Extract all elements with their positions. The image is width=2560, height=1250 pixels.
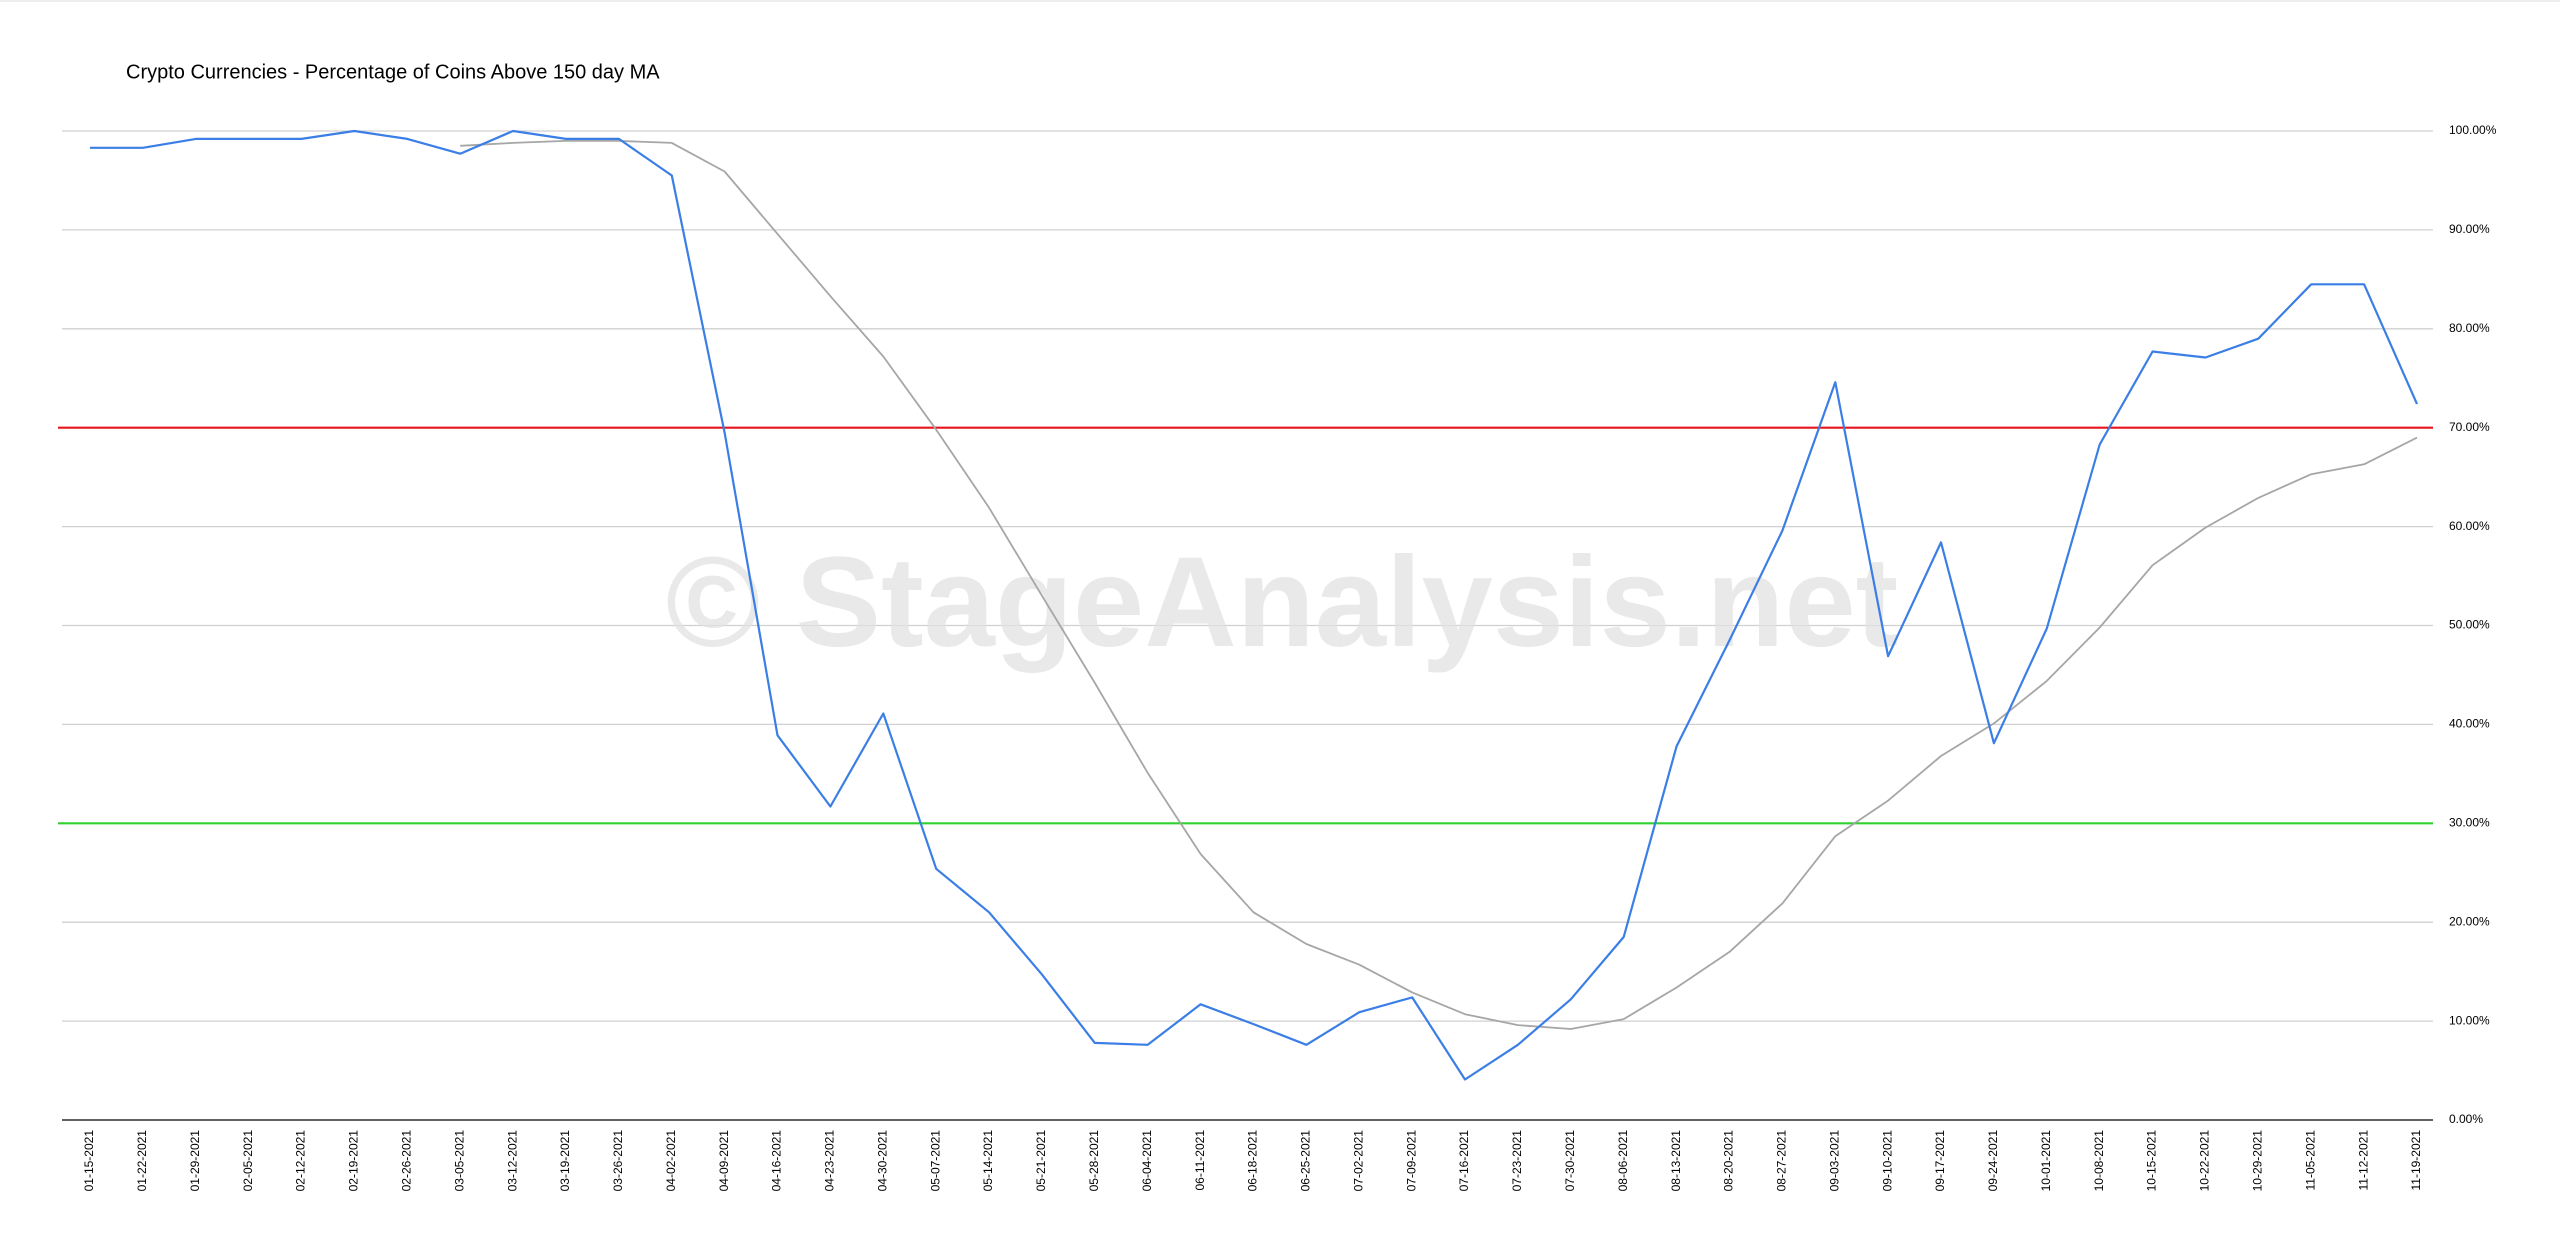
- x-tick-label: 02-19-2021: [347, 1130, 361, 1192]
- x-tick-label: 10-22-2021: [2198, 1130, 2212, 1192]
- x-tick-label: 03-12-2021: [505, 1130, 519, 1192]
- y-tick-label: 50.00%: [2449, 618, 2490, 632]
- x-tick-label: 05-14-2021: [981, 1130, 995, 1192]
- x-tick-label: 01-15-2021: [82, 1130, 96, 1192]
- x-tick-label: 08-13-2021: [1669, 1130, 1683, 1192]
- x-tick-label: 07-23-2021: [1510, 1130, 1524, 1192]
- y-tick-label: 100.00%: [2449, 123, 2497, 137]
- x-tick-label: 08-06-2021: [1616, 1130, 1630, 1192]
- x-tick-label: 02-26-2021: [399, 1130, 413, 1192]
- x-tick-label: 07-02-2021: [1351, 1130, 1365, 1192]
- x-tick-label: 02-05-2021: [241, 1130, 255, 1192]
- y-tick-label: 70.00%: [2449, 420, 2490, 434]
- x-tick-label: 10-01-2021: [2039, 1130, 2053, 1192]
- y-tick-label: 0.00%: [2449, 1112, 2483, 1126]
- x-tick-label: 01-29-2021: [188, 1130, 202, 1192]
- x-tick-label: 11-19-2021: [2409, 1130, 2423, 1191]
- y-tick-label: 20.00%: [2449, 914, 2490, 928]
- y-tick-label: 30.00%: [2449, 815, 2490, 829]
- x-tick-label: 09-10-2021: [1880, 1130, 1894, 1192]
- y-tick-label: 60.00%: [2449, 519, 2490, 533]
- x-tick-label: 05-07-2021: [928, 1130, 942, 1192]
- x-tick-label: 10-15-2021: [2145, 1130, 2159, 1192]
- y-tick-label: 10.00%: [2449, 1013, 2490, 1027]
- x-tick-label: 06-04-2021: [1140, 1130, 1154, 1192]
- chart-title: Crypto Currencies - Percentage of Coins …: [126, 61, 660, 83]
- x-tick-label: 04-30-2021: [875, 1130, 889, 1192]
- x-tick-label: 08-27-2021: [1775, 1130, 1789, 1192]
- x-tick-label: 04-02-2021: [664, 1130, 678, 1192]
- x-tick-label: 01-22-2021: [135, 1130, 149, 1192]
- x-tick-label: 04-23-2021: [823, 1130, 837, 1192]
- x-tick-label: 10-08-2021: [2092, 1130, 2106, 1192]
- x-tick-label: 06-25-2021: [1299, 1130, 1313, 1192]
- x-tick-label: 11-12-2021: [2356, 1130, 2370, 1191]
- y-tick-label: 90.00%: [2449, 222, 2490, 236]
- x-tick-label: 07-16-2021: [1457, 1130, 1471, 1192]
- x-tick-label: 09-03-2021: [1827, 1130, 1841, 1192]
- series-line: [460, 140, 2418, 1030]
- x-tick-label: 04-16-2021: [770, 1130, 784, 1192]
- x-tick-label: 05-28-2021: [1087, 1130, 1101, 1192]
- x-tick-label: 03-19-2021: [558, 1130, 572, 1192]
- x-tick-label: 09-17-2021: [1933, 1130, 1947, 1192]
- y-tick-label: 80.00%: [2449, 321, 2490, 335]
- x-tick-label: 06-11-2021: [1193, 1130, 1207, 1191]
- x-tick-label: 03-26-2021: [611, 1130, 625, 1192]
- x-tick-label: 11-05-2021: [2303, 1130, 2317, 1191]
- x-tick-label: 08-20-2021: [1722, 1130, 1736, 1192]
- x-tick-label: 09-24-2021: [1986, 1130, 2000, 1192]
- series-line: [90, 129, 2419, 1081]
- x-tick-label: 07-09-2021: [1404, 1130, 1418, 1192]
- watermark: © StageAnalysis.net: [666, 531, 1899, 674]
- x-tick-label: 04-09-2021: [717, 1130, 731, 1192]
- x-tick-label: 02-12-2021: [294, 1130, 308, 1192]
- x-tick-label: 07-30-2021: [1563, 1130, 1577, 1192]
- x-tick-label: 10-29-2021: [2251, 1130, 2265, 1192]
- y-tick-label: 40.00%: [2449, 717, 2490, 731]
- x-tick-label: 03-05-2021: [452, 1130, 466, 1192]
- x-tick-label: 05-21-2021: [1034, 1130, 1048, 1192]
- x-tick-label: 06-18-2021: [1246, 1130, 1260, 1192]
